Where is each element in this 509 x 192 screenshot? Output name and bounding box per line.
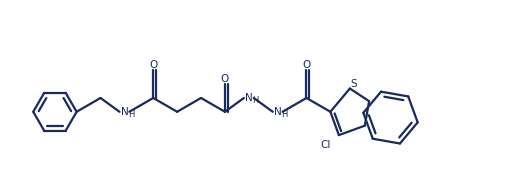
Text: H: H [252,96,259,105]
Text: H: H [128,110,134,119]
Text: N: N [244,93,252,103]
Text: N: N [120,107,128,117]
Text: O: O [149,60,157,70]
Text: O: O [220,74,229,84]
Text: N: N [273,107,281,117]
Text: H: H [281,110,287,119]
Text: S: S [350,79,356,89]
Text: Cl: Cl [320,140,330,150]
Text: O: O [302,60,310,70]
